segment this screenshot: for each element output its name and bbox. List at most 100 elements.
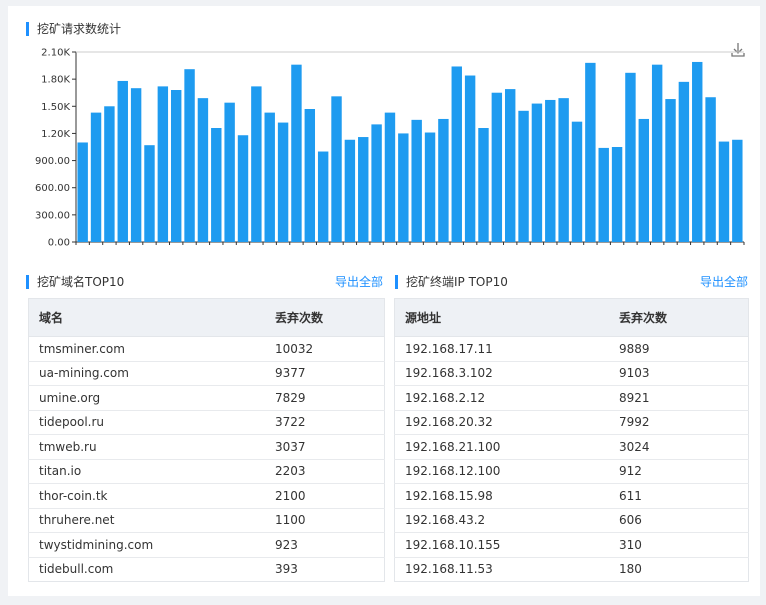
ip-table-row-key: 192.168.12.100 — [394, 459, 609, 484]
domain-table-row[interactable]: tmsminer.com 10032 — [28, 336, 385, 362]
domain-table-row[interactable]: tmweb.ru 3037 — [28, 434, 385, 460]
domain-table-row-key: twystidmining.com — [28, 532, 265, 558]
domain-table-row-key: titan.io — [28, 459, 265, 484]
domain-table-row-count: 3037 — [265, 434, 385, 460]
domain-table-row-key: thruhere.net — [28, 508, 265, 533]
domain-table-row-key: tmsminer.com — [28, 336, 265, 362]
domain-table-row-count: 2203 — [265, 459, 385, 484]
domain-table-row-key: tidebull.com — [39, 562, 114, 577]
ip-count-col-header[interactable]: 丢弃次数 — [609, 298, 749, 337]
chart-bar — [344, 139, 356, 242]
y-tick-label: 1.20K — [41, 129, 70, 140]
chart-bar — [130, 88, 142, 242]
ip-table-row[interactable]: 192.168.43.2 606 — [394, 508, 749, 533]
chart-bar — [451, 66, 462, 242]
chart-title: 挖矿请求数统计 — [26, 22, 121, 36]
chart-bar — [491, 92, 503, 242]
domain-count-col-header[interactable]: 丢弃次数 — [265, 298, 385, 337]
domain-table-row-count: 393 — [275, 562, 298, 577]
chart-bar — [571, 121, 583, 242]
domain-table-row[interactable]: ua-mining.com 9377 — [28, 361, 385, 386]
y-tick-label: 300.00 — [35, 210, 70, 221]
ip-table-row-count: 3024 — [609, 434, 749, 460]
chart-bar — [464, 75, 476, 243]
chart-bar — [545, 99, 556, 242]
chart-bar — [104, 106, 115, 243]
chart-bar — [251, 86, 262, 242]
domain-table-row-key: ua-mining.com — [28, 361, 265, 386]
domain-table: 域名 丢弃次数 tmsminer.com 10032 ua-mining.com 93… — [28, 298, 385, 582]
domain-table-row-count: 923 — [265, 532, 385, 558]
ip-panel-title: 挖矿终端IP TOP10 — [395, 275, 508, 289]
ip-table-row[interactable]: 192.168.11.53 180 — [395, 557, 749, 582]
domain-table-row-key: tidepool.ru — [28, 410, 265, 435]
chart-bar — [157, 86, 169, 242]
chart-bar — [264, 112, 275, 242]
ip-table-row-key: 192.168.17.11 — [394, 336, 609, 362]
domain-table-row[interactable]: thruhere.net 1100 — [28, 508, 385, 533]
chart-bar — [224, 102, 235, 242]
chart-bar — [291, 64, 302, 243]
chart-bar — [531, 103, 543, 242]
ip-table-row-key: 192.168.20.32 — [394, 410, 609, 435]
domain-table-row[interactable]: tidebull.com 393 — [29, 557, 385, 582]
ip-table-row[interactable]: 192.168.2.12 8921 — [394, 385, 749, 411]
chart-bar — [117, 80, 128, 242]
chart-bar — [237, 135, 249, 242]
download-icon[interactable] — [730, 42, 746, 58]
ip-table-row[interactable]: 192.168.20.32 7992 — [394, 410, 749, 435]
domain-table-row[interactable]: twystidmining.com 923 — [28, 532, 385, 558]
ip-table-row-key: 192.168.11.53 — [405, 562, 493, 577]
ip-table-row[interactable]: 192.168.3.102 9103 — [394, 361, 749, 386]
ip-table-row-key: 192.168.43.2 — [394, 508, 609, 533]
ip-table-row-key: 192.168.2.12 — [394, 385, 609, 411]
ip-table-row[interactable]: 192.168.10.155 310 — [394, 532, 749, 558]
domain-table-row[interactable]: tidepool.ru 3722 — [28, 410, 385, 435]
chart-bar — [678, 81, 690, 242]
domain-table-row[interactable]: umine.org 7829 — [28, 385, 385, 411]
chart-bar — [211, 128, 222, 242]
domain-col-header[interactable]: 域名 — [28, 298, 265, 337]
chart-bar — [665, 99, 676, 242]
chart-bar — [144, 145, 155, 242]
ip-table-row[interactable]: 192.168.21.100 3024 — [394, 434, 749, 460]
ip-table-row-count: 180 — [619, 562, 642, 577]
ip-export-link[interactable]: 导出全部 — [700, 275, 749, 289]
chart-bar — [170, 90, 182, 242]
ip-table-row-count: 606 — [609, 508, 749, 533]
ip-table-row-key: 192.168.3.102 — [394, 361, 609, 386]
chart-bar — [184, 69, 195, 242]
dashboard-card: 挖矿请求数统计 0.00 300.00 600.00 900.00 1.20K 1.50K… — [8, 6, 760, 596]
domain-table-row[interactable]: thor-coin.tk 2100 — [28, 483, 385, 509]
ip-table-row-count: 9889 — [609, 336, 749, 362]
domain-panel-title: 挖矿域名TOP10 — [26, 275, 124, 289]
ip-table-row[interactable]: 192.168.17.11 9889 — [394, 336, 749, 362]
chart-bar — [90, 112, 102, 242]
domain-table-row-count: 7829 — [265, 385, 385, 411]
domain-table-row-key: umine.org — [28, 385, 265, 411]
ip-table-row-key: 192.168.21.100 — [394, 434, 609, 460]
chart-bar — [384, 112, 396, 242]
domain-table-row-key: thor-coin.tk — [28, 483, 265, 509]
chart-bar — [611, 147, 623, 242]
y-tick-label: 600.00 — [35, 183, 70, 194]
chart-bar — [638, 118, 650, 242]
ip-table-row[interactable]: 192.168.12.100 912 — [394, 459, 749, 484]
chart-bar — [625, 72, 636, 242]
chart-bar — [398, 133, 409, 242]
chart-bar — [77, 142, 88, 242]
ip-table-row[interactable]: 192.168.15.98 611 — [394, 483, 749, 509]
domain-table-row[interactable]: titan.io 2203 — [28, 459, 385, 484]
chart-bar — [651, 64, 663, 243]
chart-bar — [692, 61, 703, 243]
chart-bar — [504, 89, 516, 242]
chart-bar — [705, 97, 716, 242]
ip-table-row-count: 611 — [609, 483, 749, 509]
y-tick-label: 1.50K — [41, 102, 70, 113]
domain-export-link[interactable]: 导出全部 — [335, 275, 384, 289]
y-tick-label: 1.80K — [41, 75, 70, 86]
chart-bar — [478, 128, 489, 242]
chart-bar — [585, 62, 596, 242]
ip-col-header[interactable]: 源地址 — [394, 298, 609, 337]
ip-table-row-count: 310 — [609, 532, 749, 558]
